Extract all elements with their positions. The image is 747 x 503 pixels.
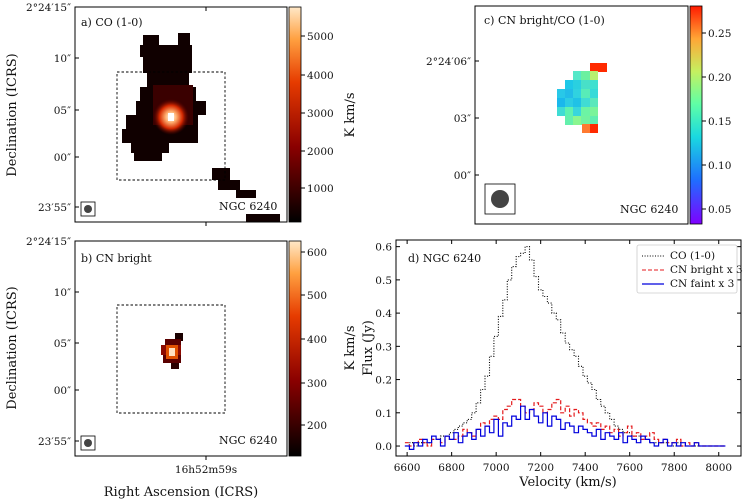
panel-a-map: a) CO (1-0) NGC 6240 bbox=[74, 6, 288, 223]
panel-b-cbar-tick-1: 300 bbox=[307, 378, 327, 390]
cn-faint-spectrum bbox=[404, 405, 726, 450]
panel-a-ytick-1: 10″ bbox=[54, 53, 71, 65]
panel-d-xtick-2: 7000 bbox=[483, 462, 510, 474]
cn-emission-blob bbox=[161, 333, 183, 369]
panel-a-colorbar: 1000 2000 3000 4000 5000 K km/s bbox=[288, 6, 358, 223]
panel-c-cbar-tick-4: 0.25 bbox=[708, 28, 731, 40]
legend-label-cn-bright: CN bright x 3 bbox=[670, 264, 743, 276]
panel-d-ylabel: Flux (Jy) bbox=[361, 320, 376, 376]
panel-d-xtick-4: 7400 bbox=[572, 462, 599, 474]
panel-b-ytick-4: 23′55″ bbox=[38, 436, 71, 448]
panel-a-cbar-label: K km/s bbox=[343, 92, 358, 137]
panel-d-ytick-4: 0.4 bbox=[375, 308, 392, 320]
panel-b-cbar-tick-0: 200 bbox=[307, 420, 327, 432]
panel-a-title: a) CO (1-0) bbox=[81, 16, 143, 29]
panel-b-cbar-label: K km/s bbox=[343, 325, 358, 370]
panel-c: c) CN bright/CO (1-0) NGC 6240 2°24′06″ … bbox=[426, 5, 731, 225]
panel-d-ytick-0: 0.0 bbox=[375, 441, 392, 453]
panel-b-cbar-tick-2: 400 bbox=[307, 334, 327, 346]
panel-b-yaxis: 2°24′15″ 10″ 05″ 00″ 23′55″ Declination … bbox=[5, 236, 79, 448]
panel-d-ytick-3: 0.3 bbox=[375, 341, 392, 353]
panel-d-xtick-3: 7200 bbox=[527, 462, 554, 474]
panel-d-legend: CO (1-0) CN bright x 3 CN faint x 3 bbox=[636, 244, 743, 294]
panel-b: b) CN bright NGC 6240 2°24′15″ 10″ 05″ 0… bbox=[5, 7, 358, 500]
panel-a-beam-box bbox=[80, 201, 96, 217]
panel-d-title: d) NGC 6240 bbox=[408, 252, 481, 265]
panel-a-cbar-tick-0: 1000 bbox=[307, 183, 334, 195]
ratio-pixels bbox=[557, 63, 607, 133]
panel-a-beam bbox=[84, 205, 92, 213]
legend-label-co: CO (1-0) bbox=[670, 250, 715, 262]
panel-c-ytick-1: 03″ bbox=[454, 113, 471, 125]
panel-b-cbar-tick-4: 600 bbox=[307, 247, 327, 259]
panel-b-annotation: NGC 6240 bbox=[219, 434, 277, 447]
panel-b-cbar-tick-3: 500 bbox=[307, 290, 327, 302]
panel-c-cbar-tick-0: 0.05 bbox=[708, 204, 731, 216]
panel-b-ytick-0: 2°24′15″ bbox=[26, 236, 71, 248]
panel-d-series bbox=[404, 246, 726, 450]
panel-c-cbar-tick-2: 0.15 bbox=[708, 116, 731, 128]
panel-d-ytick-1: 0.1 bbox=[375, 408, 392, 420]
panel-a-cbar-tick-4: 5000 bbox=[307, 31, 334, 43]
panel-b-xaxis: 16h52m59s Right Ascension (ICRS) bbox=[104, 7, 258, 500]
panel-c-frame bbox=[474, 5, 689, 225]
panel-d-xtick-0: 6600 bbox=[394, 462, 421, 474]
panel-a-ytick-2: 05″ bbox=[54, 105, 71, 117]
panel-b-ytick-1: 10″ bbox=[54, 287, 71, 299]
panel-d-xtick-7: 8000 bbox=[705, 462, 732, 474]
panel-c-ytick-2: 00″ bbox=[454, 170, 471, 182]
panel-c-colorbar: 0.05 0.10 0.15 0.20 0.25 bbox=[689, 5, 731, 225]
panel-b-xtick-0: 16h52m59s bbox=[175, 464, 237, 476]
legend-label-cn-faint: CN faint x 3 bbox=[670, 278, 734, 290]
panel-a-annotation: NGC 6240 bbox=[219, 200, 277, 213]
panel-b-ylabel: Declination (ICRS) bbox=[5, 286, 20, 409]
panel-a-yaxis: 2°24′15″ 10″ 05″ 00″ 23′55″ Declination … bbox=[5, 2, 79, 214]
panel-b-ytick-3: 00″ bbox=[54, 385, 71, 397]
panel-b-xlabel: Right Ascension (ICRS) bbox=[104, 485, 258, 500]
panel-b-frame bbox=[74, 240, 288, 457]
panel-b-title: b) CN bright bbox=[81, 252, 152, 265]
panel-a-cbar-tick-3: 4000 bbox=[307, 70, 334, 82]
panel-a-ytick-4: 23′55″ bbox=[38, 202, 71, 214]
panel-d-axes: 6600 6800 7000 7200 7400 7600 7800 8000 0.0 0.1 0.… bbox=[375, 240, 741, 474]
panel-d-xlabel: Velocity (km/s) bbox=[518, 475, 616, 490]
panel-c-map: c) CN bright/CO (1-0) NGC 6240 bbox=[474, 5, 689, 225]
panel-d-xtick-5: 7600 bbox=[616, 462, 643, 474]
panel-a-ytick-3: 00″ bbox=[54, 152, 71, 164]
panel-a-dashed-box bbox=[116, 71, 226, 181]
panel-d-xtick-1: 6800 bbox=[438, 462, 465, 474]
panel-b-dashed-box bbox=[116, 304, 226, 414]
panel-a-cbar-tick-2: 3000 bbox=[307, 108, 334, 120]
panel-a-cbar-tick-1: 2000 bbox=[307, 146, 334, 158]
panel-d: 6600 6800 7000 7200 7400 7600 7800 8000 0.0 0.1 0.… bbox=[361, 239, 743, 490]
panel-d-ytick-2: 0.2 bbox=[375, 375, 392, 387]
panel-c-cbar-tick-3: 0.20 bbox=[708, 72, 731, 84]
panel-a-ytick-0: 2°24′15″ bbox=[26, 2, 71, 14]
panel-a: a) CO (1-0) NGC 6240 2°24′15″ 10″ 05″ 00… bbox=[5, 2, 358, 223]
panel-b-colorbar: 200 300 400 500 600 K km/s bbox=[288, 240, 358, 457]
panel-a-frame bbox=[74, 6, 288, 223]
panel-c-yaxis: 2°24′06″ 03″ 00″ bbox=[426, 56, 479, 182]
panel-d-ytick-5: 0.5 bbox=[375, 275, 392, 287]
panel-c-beam-box bbox=[484, 183, 516, 215]
panel-b-beam bbox=[84, 439, 92, 447]
panel-b-beam-box bbox=[80, 435, 96, 451]
panel-c-title: c) CN bright/CO (1-0) bbox=[484, 14, 605, 27]
panel-c-cbar-tick-1: 0.10 bbox=[708, 160, 731, 172]
panel-a-ylabel: Declination (ICRS) bbox=[5, 53, 20, 176]
panel-c-annotation: NGC 6240 bbox=[620, 203, 678, 216]
panel-d-xtick-6: 7800 bbox=[661, 462, 688, 474]
panel-b-map: b) CN bright NGC 6240 bbox=[74, 240, 288, 457]
panel-d-ytick-6: 0.6 bbox=[375, 242, 392, 254]
panel-c-beam bbox=[491, 190, 509, 208]
panel-b-ytick-2: 05″ bbox=[54, 338, 71, 350]
panel-c-ytick-0: 2°24′06″ bbox=[426, 56, 471, 68]
